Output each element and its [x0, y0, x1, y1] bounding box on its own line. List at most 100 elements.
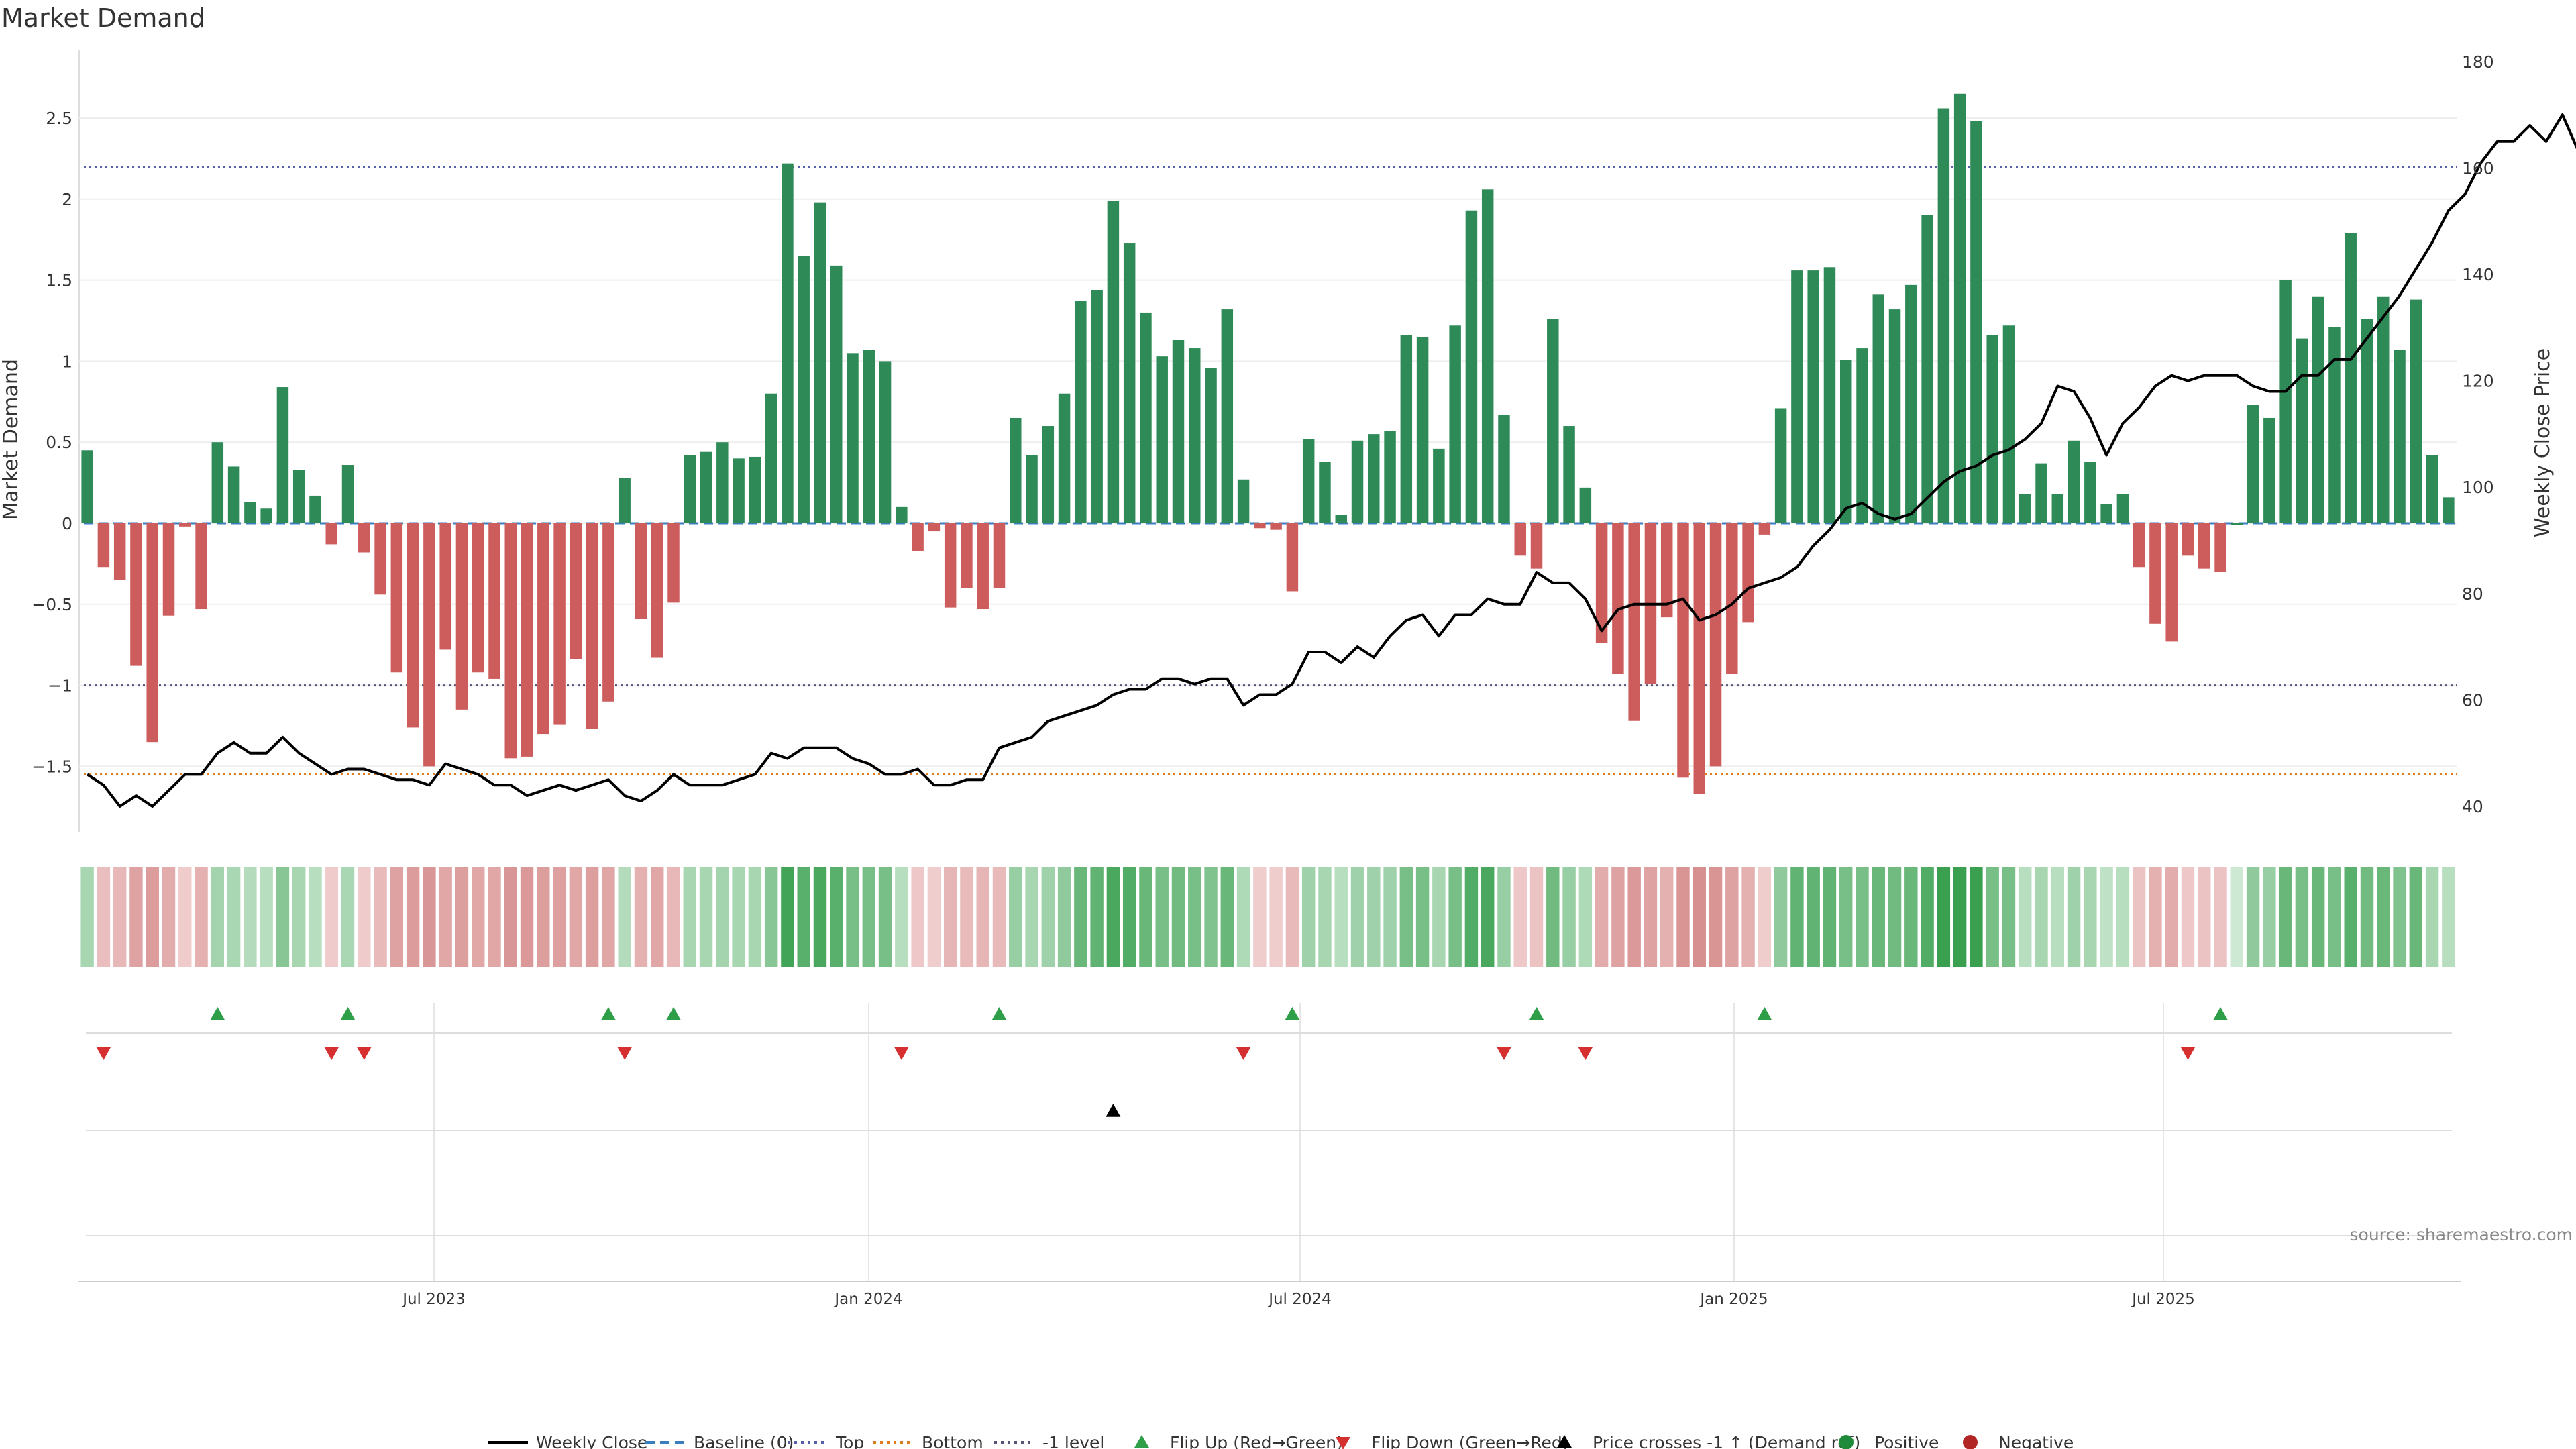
demand-bar [1872, 294, 1885, 523]
demand-bar [309, 495, 321, 523]
demand-bar [341, 465, 354, 523]
signal-cell [537, 867, 550, 967]
demand-bar [1742, 523, 1754, 623]
signal-cell [341, 867, 355, 967]
signal-cell [195, 867, 208, 967]
demand-bar [1075, 301, 1087, 523]
flip-up-marker [1285, 1007, 1300, 1020]
demand-bar [390, 523, 403, 673]
signal-cell [1448, 867, 1462, 967]
legend-label: Baseline (0) [694, 1433, 794, 1449]
signal-cell [260, 867, 273, 967]
legend-item: Negative [1963, 1433, 2074, 1449]
demand-bar [2214, 523, 2226, 572]
demand-bar [1693, 523, 1705, 794]
signal-cell [1415, 867, 1430, 967]
signal-cell [1595, 867, 1609, 967]
signal-cell [2295, 867, 2309, 967]
signal-cell [2442, 867, 2455, 967]
demand-bar [1416, 337, 1429, 523]
demand-bar [1107, 201, 1120, 523]
legend-swatch [1336, 1437, 1350, 1449]
signal-cell [1318, 867, 1332, 967]
signal-cell [895, 867, 908, 967]
demand-bar [1368, 434, 1380, 523]
demand-bar [2149, 523, 2161, 624]
signal-cell [1937, 867, 1951, 967]
signal-cell [1074, 867, 1087, 967]
demand-bar [1400, 335, 1413, 523]
legend-item: Weekly Close [488, 1433, 647, 1449]
signal-cell [2051, 867, 2064, 967]
signal-cell [1155, 867, 1169, 967]
signal-cell [602, 867, 615, 967]
signal-cell [2377, 867, 2390, 967]
signal-cell [1529, 867, 1544, 967]
demand-bar [961, 523, 973, 588]
demand-bar [407, 523, 419, 728]
legend-item: Flip Up (Red→Green) [1134, 1433, 1343, 1449]
demand-bar [1351, 440, 1364, 523]
demand-bar [488, 523, 500, 679]
demand-bar [928, 523, 941, 532]
signal-cell [146, 867, 159, 967]
demand-bar [1709, 523, 1722, 767]
demand-bar [2051, 494, 2064, 523]
left-tick-label: 2 [62, 190, 72, 209]
demand-bar [1970, 121, 1982, 523]
legend-swatch [1963, 1435, 1978, 1449]
signal-cell [1644, 867, 1658, 967]
signal-cell [423, 867, 436, 967]
demand-bar [1547, 319, 1559, 523]
signal-cell [1009, 867, 1022, 967]
demand-bar [2035, 463, 2047, 523]
demand-bar [2133, 523, 2145, 568]
demand-bar [2198, 523, 2210, 569]
signal-cell [1888, 867, 1902, 967]
signal-cell [2132, 867, 2146, 967]
legend-label: Bottom [922, 1433, 983, 1449]
demand-bar [1953, 93, 1966, 523]
signal-cell [439, 867, 452, 967]
demand-bar [602, 523, 614, 702]
demand-bar [162, 523, 175, 616]
signal-cell [1204, 867, 1218, 967]
signal-cell [325, 867, 338, 967]
flip-down-marker [617, 1046, 633, 1060]
price-line [87, 113, 2576, 808]
demand-bar [1091, 290, 1103, 523]
signal-cell [2198, 867, 2211, 967]
demand-bar [423, 523, 435, 767]
signal-cell [1464, 867, 1479, 967]
signal-cell [227, 867, 241, 967]
flip-up-marker [666, 1007, 681, 1020]
x-tick-label: Jan 2024 [833, 1291, 902, 1308]
signal-cell [2246, 867, 2260, 967]
demand-bar [1384, 431, 1396, 523]
flip-up-marker [1529, 1007, 1544, 1020]
demand-bar [325, 523, 337, 545]
demand-bar [912, 523, 924, 551]
demand-bar [146, 523, 158, 743]
demand-bar [2345, 233, 2357, 523]
demand-bar [2296, 338, 2308, 523]
demand-bar [700, 451, 712, 523]
signal-cell [862, 867, 875, 967]
demand-bar [2084, 462, 2096, 523]
demand-bar [1791, 270, 1803, 523]
demand-bar [1530, 523, 1543, 569]
demand-bar [667, 523, 680, 603]
legend-item: Flip Down (Green→Red) [1336, 1433, 1569, 1449]
signal-cell [699, 867, 713, 967]
signal-cell [1220, 867, 1234, 967]
demand-bar [733, 458, 745, 523]
signal-cell [2002, 867, 2016, 967]
signal-cell [2084, 867, 2097, 967]
demand-bar [1660, 523, 1673, 618]
demand-bar [977, 523, 989, 610]
demand-bar [782, 163, 794, 523]
signal-cell [1334, 867, 1348, 967]
signal-cell [748, 867, 762, 967]
demand-bar [2361, 319, 2373, 523]
signal-cell [2214, 867, 2227, 967]
